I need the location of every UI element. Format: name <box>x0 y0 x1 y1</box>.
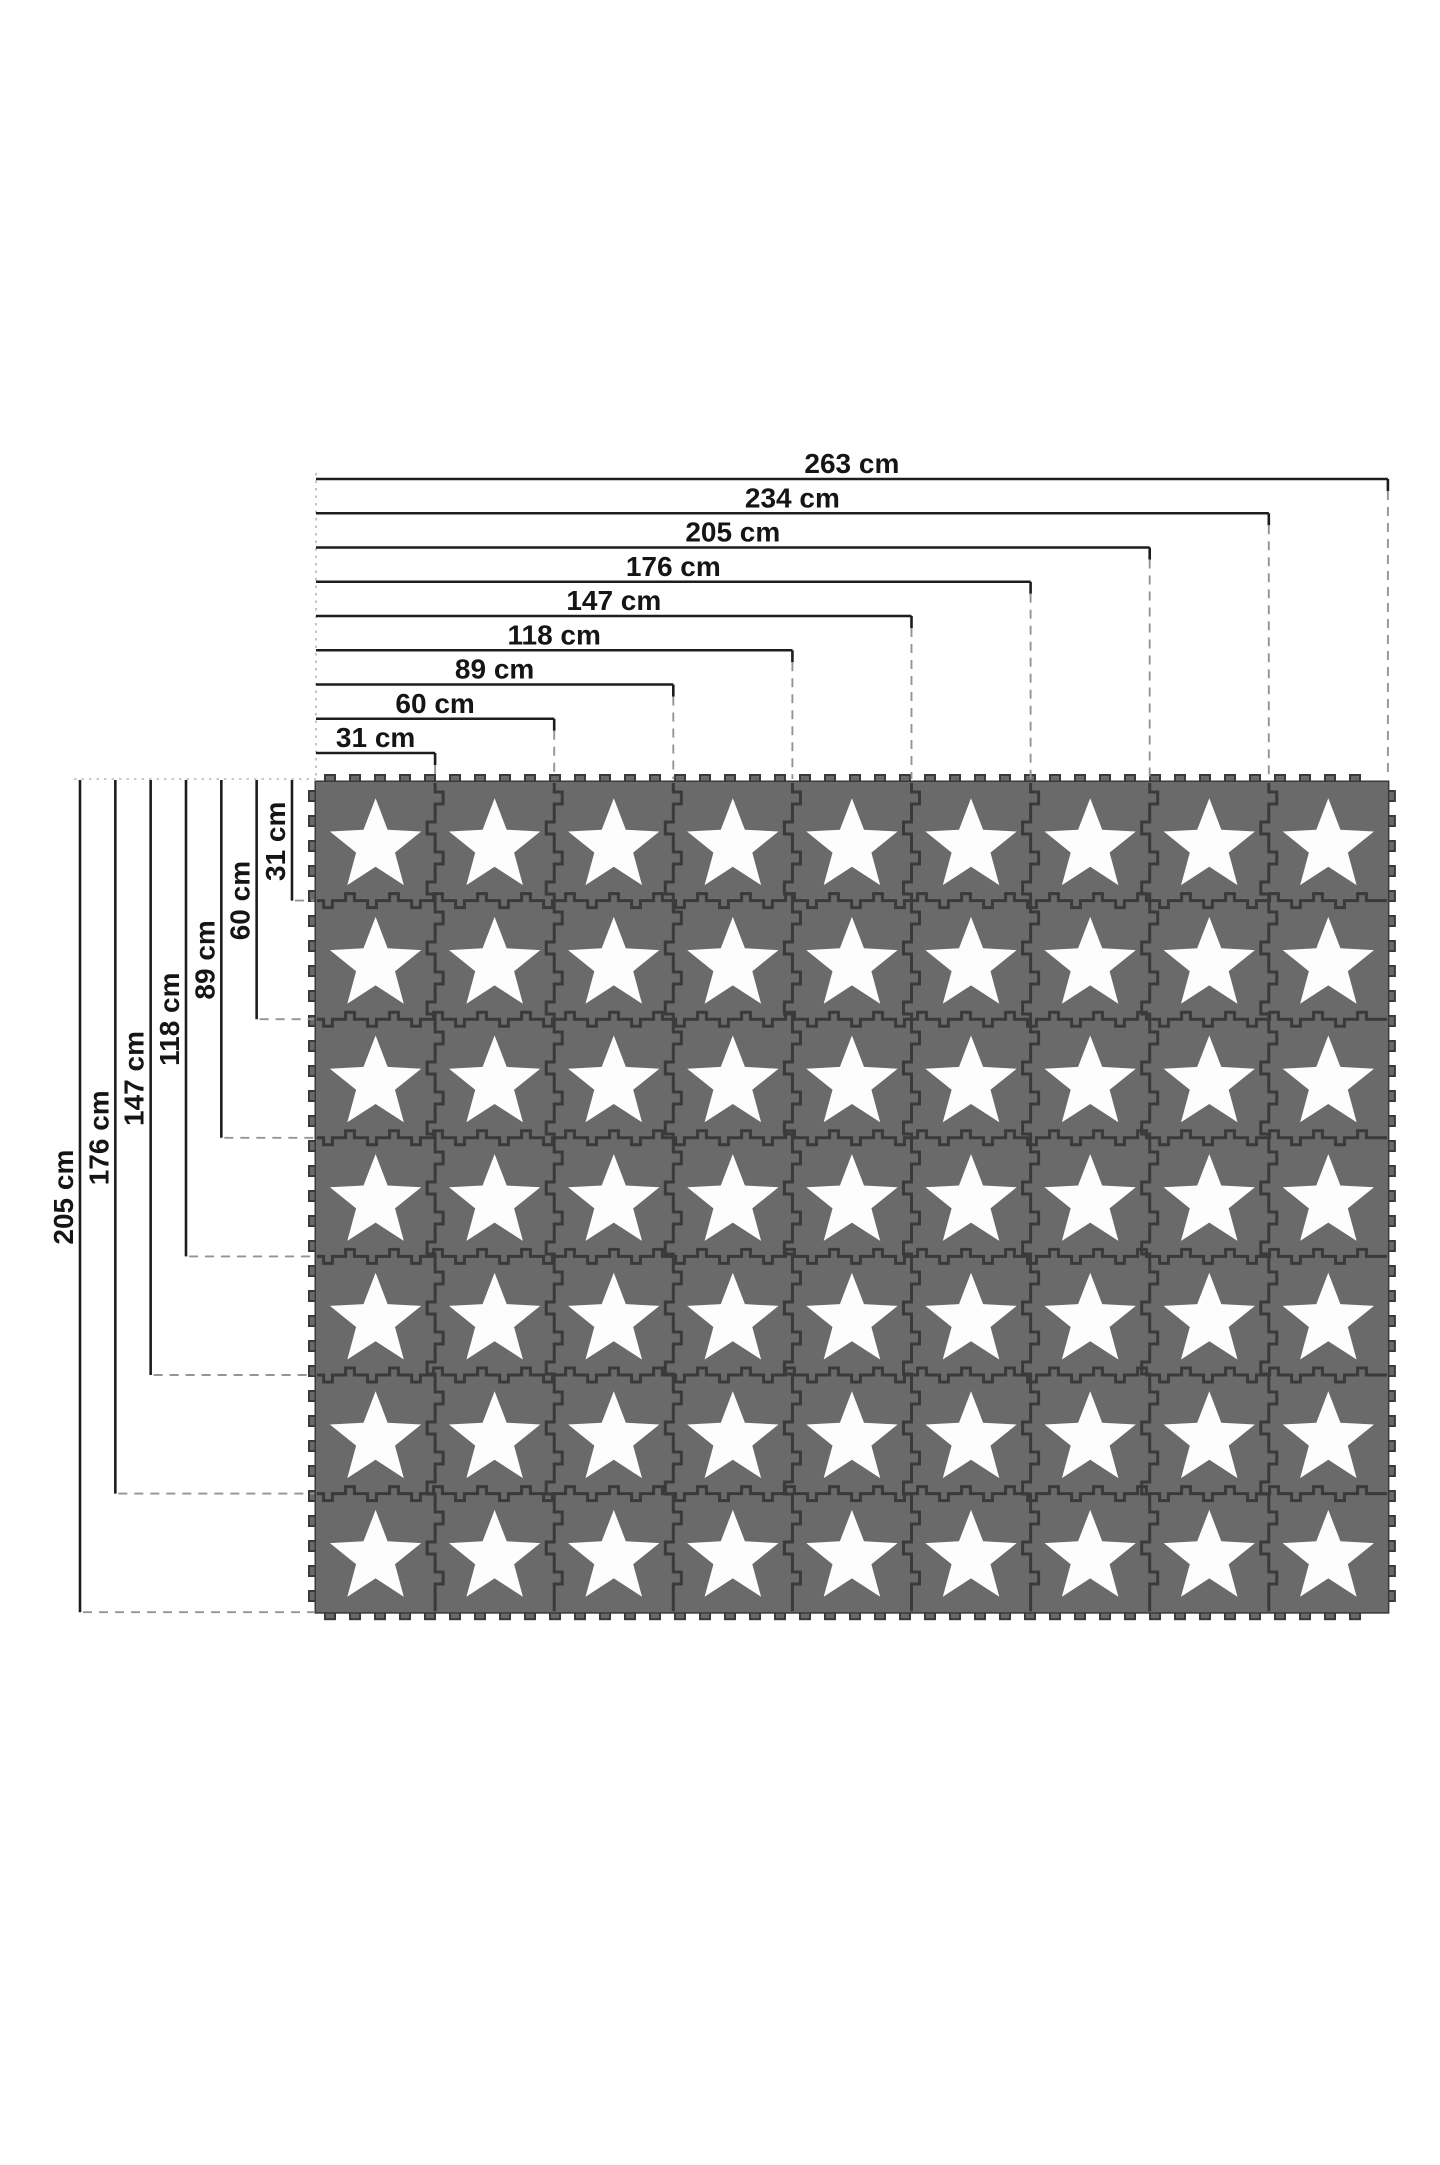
star-icon <box>568 1509 660 1597</box>
star-icon <box>687 1272 779 1360</box>
star-icon <box>329 916 422 1004</box>
star-icon <box>687 1154 779 1241</box>
tile-seam-horizontal <box>317 1485 1387 1503</box>
dimension-label-top-147: 147 cm <box>566 585 661 616</box>
star-icon <box>806 1509 898 1597</box>
dimension-label-top-234: 234 cm <box>745 482 840 513</box>
dimension-label-top-263: 263 cm <box>804 448 899 479</box>
star-icon <box>1163 1154 1255 1241</box>
star-icon <box>925 1509 1017 1597</box>
star-icon <box>449 1035 541 1123</box>
star-icon <box>1282 1509 1374 1597</box>
star-icon <box>925 1272 1017 1360</box>
star-icon <box>568 916 660 1004</box>
star-icon <box>687 1509 779 1597</box>
dimension-label-left-205: 205 cm <box>48 1150 79 1245</box>
dimension-label-left-60: 60 cm <box>225 861 256 940</box>
dimension-label-left-176: 176 cm <box>83 1090 114 1185</box>
star-icon <box>925 1154 1017 1241</box>
star-icon <box>687 1391 779 1479</box>
tile-seam-vertical <box>663 783 683 1612</box>
tile-seam-horizontal <box>317 1129 1387 1147</box>
dimension-label-top-31: 31 cm <box>336 722 415 753</box>
star-icon <box>329 1154 422 1241</box>
star-icon <box>687 916 779 1004</box>
star-icon <box>449 916 541 1004</box>
star-icon <box>329 798 422 886</box>
star-icon <box>1163 798 1255 886</box>
star-icon <box>1282 1272 1374 1360</box>
star-icon <box>1163 1509 1255 1597</box>
dimension-label-top-176: 176 cm <box>626 551 721 582</box>
dimension-label-top-60: 60 cm <box>395 688 474 719</box>
star-icon <box>806 1035 898 1123</box>
play-mat <box>308 774 1396 1621</box>
star-icon <box>925 1391 1017 1479</box>
dimension-label-top-89: 89 cm <box>455 654 534 685</box>
star-icon <box>687 798 779 886</box>
star-icon <box>806 1391 898 1479</box>
star-icon <box>449 798 541 886</box>
guide-lines <box>74 473 317 780</box>
star-icon <box>568 1272 660 1360</box>
tile-seam-horizontal <box>317 892 1387 910</box>
star-icon <box>449 1509 541 1597</box>
star-icon <box>329 1509 422 1597</box>
star-icon <box>1282 1391 1374 1479</box>
star-icon <box>1163 1035 1255 1123</box>
tile-seam-horizontal <box>317 1010 1387 1028</box>
dimension-label-left-89: 89 cm <box>189 920 220 999</box>
star-icon <box>1044 1509 1136 1597</box>
star-icon <box>568 798 660 886</box>
dimension-label-left-147: 147 cm <box>119 1031 150 1126</box>
tile-seam-vertical <box>1021 783 1041 1612</box>
star-icon <box>568 1154 660 1241</box>
tile-seam-vertical <box>425 783 445 1612</box>
star-icon <box>568 1391 660 1479</box>
star-icon <box>1044 1154 1136 1241</box>
star-icon <box>1282 798 1374 886</box>
star-icon <box>1163 916 1255 1004</box>
tile-seam-vertical <box>902 783 921 1612</box>
star-icon <box>925 798 1017 886</box>
tile-seam-horizontal <box>317 1366 1387 1384</box>
tile-seam-vertical <box>1259 783 1279 1612</box>
tile-seam-horizontal <box>317 1247 1387 1265</box>
star-icon <box>806 916 898 1004</box>
star-icon <box>1163 1391 1255 1479</box>
star-icon <box>1044 798 1136 886</box>
star-icon <box>329 1272 422 1360</box>
dimension-label-top-118: 118 cm <box>507 619 600 650</box>
star-icon <box>925 1035 1017 1123</box>
star-icon <box>449 1272 541 1360</box>
star-icon <box>806 1272 898 1360</box>
star-icon <box>1044 916 1136 1004</box>
dimension-label-left-31: 31 cm <box>260 802 291 881</box>
star-icon <box>1044 1035 1136 1123</box>
dimension-label-top-205: 205 cm <box>685 517 780 548</box>
star-icon <box>925 916 1017 1004</box>
dimension-label-left-118: 118 cm <box>154 972 185 1065</box>
star-icon <box>568 1035 660 1123</box>
star-icon <box>1163 1272 1255 1360</box>
tile-seam-vertical <box>544 783 564 1612</box>
star-icon <box>449 1154 541 1241</box>
star-icon <box>1044 1272 1136 1360</box>
star-icon <box>806 798 898 886</box>
tile-seam-vertical <box>1140 783 1160 1612</box>
star-icon <box>329 1391 422 1479</box>
tile-seam-vertical <box>782 783 802 1612</box>
star-icon <box>806 1154 898 1241</box>
star-icon <box>329 1035 422 1123</box>
star-icon <box>1282 1154 1374 1241</box>
star-icon <box>449 1391 541 1479</box>
star-icon <box>687 1035 779 1123</box>
star-icon <box>1282 916 1374 1004</box>
star-icon <box>1044 1391 1136 1479</box>
star-icon <box>1282 1035 1374 1123</box>
